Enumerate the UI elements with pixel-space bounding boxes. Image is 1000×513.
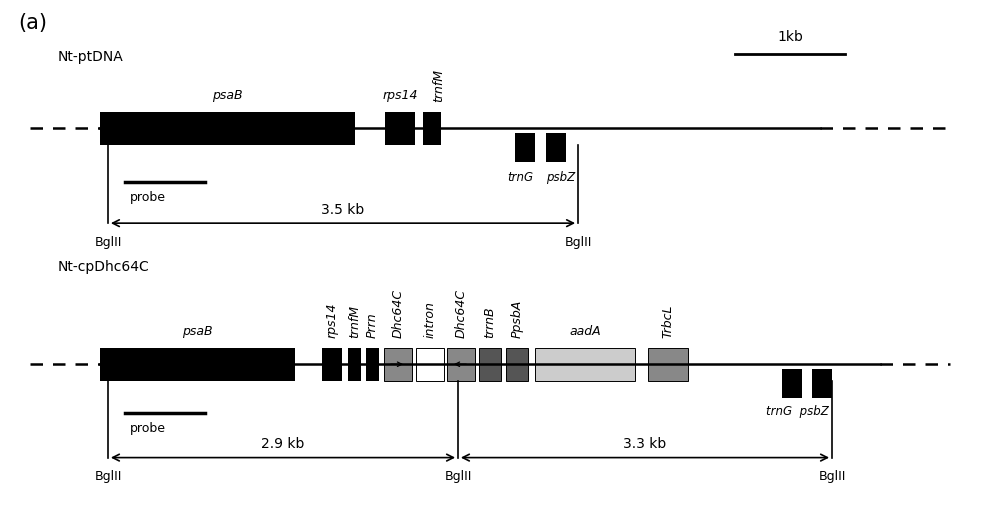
Text: BglII: BglII (94, 236, 122, 249)
Text: trnfM: trnfM (432, 69, 445, 103)
Text: PpsbA: PpsbA (511, 300, 524, 339)
Bar (384, 348, 412, 381)
Text: psaB: psaB (212, 89, 243, 103)
Bar (385, 112, 415, 145)
Text: 1kb: 1kb (777, 30, 803, 44)
Text: BglII: BglII (818, 470, 846, 483)
Bar (447, 348, 475, 381)
Text: trnG: trnG (507, 171, 533, 184)
Bar (348, 348, 361, 381)
Text: trrnB: trrnB (484, 307, 496, 339)
Text: intron: intron (424, 302, 436, 339)
Bar (812, 369, 832, 398)
Text: Nt-ptDNA: Nt-ptDNA (58, 50, 124, 64)
Bar (479, 348, 501, 381)
Text: BglII: BglII (94, 470, 122, 483)
Text: Nt-cpDhc64C: Nt-cpDhc64C (58, 261, 150, 274)
Text: trnfM: trnfM (348, 305, 361, 339)
Text: Dhc64C: Dhc64C (454, 289, 468, 339)
Text: probe: probe (130, 191, 166, 204)
Bar (366, 348, 379, 381)
Bar (506, 348, 528, 381)
Text: rps14: rps14 (382, 89, 418, 103)
Bar (416, 348, 444, 381)
Text: psaB: psaB (182, 325, 213, 339)
Text: BglII: BglII (564, 236, 592, 249)
Bar (423, 112, 441, 145)
Text: probe: probe (130, 422, 166, 435)
Text: (a): (a) (18, 13, 47, 33)
Text: rps14: rps14 (326, 303, 338, 339)
Text: 2.9 kb: 2.9 kb (261, 438, 305, 451)
Text: Dhc64C: Dhc64C (392, 289, 404, 339)
Text: 3.5 kb: 3.5 kb (321, 203, 365, 217)
Bar (535, 348, 635, 381)
Text: 3.3 kb: 3.3 kb (623, 438, 667, 451)
Text: BglII: BglII (444, 470, 472, 483)
Bar (322, 348, 342, 381)
Bar (648, 348, 688, 381)
Text: trnG  psbZ: trnG psbZ (766, 405, 828, 418)
Text: psbZ: psbZ (546, 171, 576, 184)
Bar (515, 133, 535, 162)
Bar (100, 112, 355, 145)
Bar (546, 133, 566, 162)
Text: TrbcL: TrbcL (662, 305, 674, 339)
Text: Prrn: Prrn (366, 313, 379, 339)
Bar (100, 348, 295, 381)
Text: aadA: aadA (569, 325, 601, 339)
Bar (782, 369, 802, 398)
